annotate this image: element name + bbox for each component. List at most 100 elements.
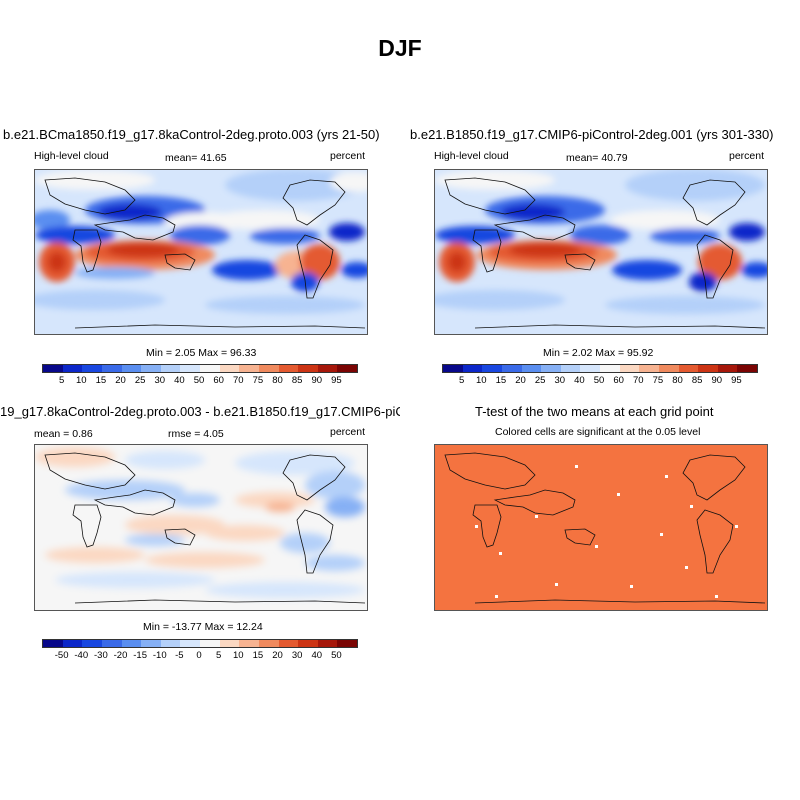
colorbar-tick-label: 5 (458, 375, 465, 386)
colorbar-segment (62, 365, 83, 372)
colorbar-tick-label: 70 (632, 375, 644, 386)
colorbar-tick-label: -5 (175, 650, 184, 661)
colorbar-segment (521, 365, 542, 372)
panel1-colorbar (42, 364, 358, 373)
colorbar-tick-label: 15 (252, 650, 264, 661)
panel1-colorbar-labels: 5 10 15 20 25 30 40 50 60 70 75 80 85 90 95 (42, 375, 356, 387)
colorbar-tick-label: 50 (593, 375, 605, 386)
colorbar-tick-label: 10 (475, 375, 487, 386)
colorbar-segment (541, 365, 561, 372)
colorbar-tick-label: 20 (272, 650, 283, 661)
colorbar-segment (698, 365, 718, 372)
panel3-units: percent (330, 426, 366, 438)
panel4-title: T-test of the two means at each grid poi… (475, 404, 714, 419)
figure-title: DJF (378, 35, 422, 61)
panel2-colorbar (442, 364, 758, 373)
colorbar-tick-label: 70 (232, 375, 244, 386)
panel3-title: 19_g17.8kaControl-2deg.proto.003 - b.e21… (0, 404, 400, 419)
colorbar-segment (160, 365, 181, 372)
colorbar-segment (101, 365, 122, 372)
colorbar-segment (258, 640, 279, 647)
panel1-mean: mean= 41.65 (165, 152, 227, 164)
panel4-subtitle: Colored cells are significant at the 0.0… (495, 426, 701, 438)
panel3-rmse: rmse = 4.05 (168, 428, 224, 440)
colorbar-segment (258, 365, 279, 372)
panel4-map (434, 444, 768, 611)
panel2-title: b.e21.B1850.f19_g17.CMIP6-piControl-2deg… (410, 127, 774, 142)
colorbar-tick-label: 85 (691, 375, 703, 386)
colorbar-segment (219, 365, 240, 372)
panel1-map (34, 169, 368, 335)
colorbar-tick-label: 80 (672, 375, 683, 386)
colorbar-tick-label: 90 (311, 375, 323, 386)
colorbar-segment (737, 365, 757, 372)
colorbar-segment (619, 365, 640, 372)
panel3-map (34, 444, 368, 611)
colorbar-tick-label: 20 (115, 375, 126, 386)
colorbar-tick-label: 40 (574, 375, 585, 386)
colorbar-tick-label: 40 (311, 650, 323, 661)
colorbar-tick-label: 10 (232, 650, 244, 661)
colorbar-tick-label: 95 (731, 375, 742, 386)
colorbar-segment (200, 640, 220, 647)
colorbar-tick-label: 25 (134, 375, 146, 386)
colorbar-segment (160, 640, 181, 647)
colorbar-segment (121, 640, 142, 647)
colorbar-segment (560, 365, 581, 372)
panel1-units: percent (330, 150, 366, 162)
colorbar-tick-label: 75 (252, 375, 264, 386)
colorbar-segment (82, 640, 102, 647)
colorbar-segment (337, 365, 357, 372)
panel3-colorbar-labels: -50 -40 -30 -20 -15 -10 -5 0 5 10 15 20 30 40 50 (42, 650, 356, 662)
panel1-title: b.e21.BCma1850.f19_g17.8kaControl-2deg.p… (3, 127, 380, 142)
colorbar-segment (278, 640, 299, 647)
colorbar-tick-label: 5 (215, 650, 222, 661)
colorbar-segment (278, 365, 299, 372)
colorbar-tick-label: 10 (75, 375, 87, 386)
colorbar-tick-label: 85 (291, 375, 303, 386)
colorbar-tick-label: 20 (515, 375, 526, 386)
colorbar-segment (200, 365, 220, 372)
colorbar-tick-label: 95 (331, 375, 342, 386)
colorbar-tick-label: 75 (652, 375, 664, 386)
panel2-minmax: Min = 2.02 Max = 95.92 (543, 347, 654, 359)
panel2-colorbar-labels: 5 10 15 20 25 30 40 50 60 70 75 80 85 90 95 (442, 375, 756, 387)
panel2-map (434, 169, 768, 335)
colorbar-segment (501, 365, 522, 372)
colorbar-tick-label: 60 (613, 375, 624, 386)
colorbar-segment (678, 365, 699, 372)
colorbar-segment (180, 640, 200, 647)
colorbar-segment (717, 365, 738, 372)
colorbar-segment (180, 365, 200, 372)
colorbar-segment (239, 365, 259, 372)
colorbar-tick-label: 80 (272, 375, 283, 386)
colorbar-tick-label: 15 (495, 375, 507, 386)
colorbar-tick-label: 0 (196, 650, 202, 661)
colorbar-segment (337, 640, 357, 647)
colorbar-segment (121, 365, 142, 372)
colorbar-tick-label: 25 (534, 375, 546, 386)
panel3-mean: mean = 0.86 (34, 428, 93, 440)
colorbar-tick-label: 30 (291, 650, 303, 661)
colorbar-segment (482, 365, 502, 372)
colorbar-segment (219, 640, 240, 647)
colorbar-segment (298, 365, 318, 372)
colorbar-tick-label: -15 (133, 650, 147, 661)
colorbar-segment (639, 365, 659, 372)
colorbar-segment (600, 365, 620, 372)
panel2-mean: mean= 40.79 (566, 152, 628, 164)
colorbar-segment (62, 640, 83, 647)
colorbar-tick-label: -30 (94, 650, 108, 661)
colorbar-tick-label: 30 (154, 375, 166, 386)
colorbar-segment (43, 640, 63, 647)
colorbar-segment (239, 640, 259, 647)
colorbar-segment (658, 365, 679, 372)
colorbar-segment (462, 365, 483, 372)
colorbar-tick-label: 5 (58, 375, 65, 386)
colorbar-segment (101, 640, 122, 647)
colorbar-tick-label: -20 (113, 650, 128, 661)
colorbar-tick-label: 40 (174, 375, 185, 386)
panel3-minmax: Min = -13.77 Max = 12.24 (143, 621, 263, 633)
colorbar-tick-label: -10 (152, 650, 167, 661)
colorbar-segment (298, 640, 318, 647)
